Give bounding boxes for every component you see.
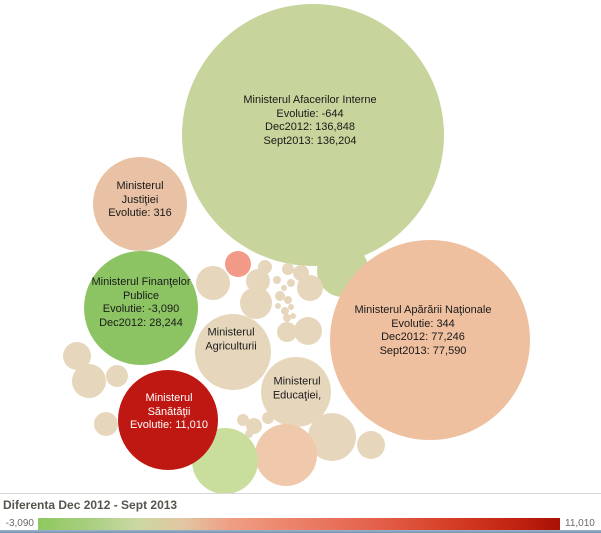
bubble-sanatatii[interactable] [118,370,218,470]
bubble-bottom-pink[interactable] [255,424,317,486]
bubble-small[interactable] [277,322,297,342]
bubble-tiny[interactable] [275,291,285,301]
bubble-tiny[interactable] [290,313,296,319]
bubble-tiny[interactable] [283,314,291,322]
bubble-tiny[interactable] [273,276,281,284]
bubble-tiny[interactable] [284,296,292,304]
bubble-label-apararii-nationale: Ministerul Apărării Naţionale Evolutie: 3… [354,304,492,357]
bubble-small[interactable] [240,287,272,319]
bubble-label-justitiei: Ministerul Justiţiei Evolutie: 316 [108,179,172,219]
bubble-label-afaceri-interne: Ministerul Afacerilor Interne Evolutie: -… [243,94,377,147]
bubble-tiny[interactable] [245,430,253,438]
bubble-label-finantelor-publice: Ministerul Finanţelor Publice Evolutie: -3… [91,276,191,329]
bubble-small[interactable] [72,364,106,398]
bubble-apararii-nationale[interactable] [330,240,530,440]
bubble-small[interactable] [94,412,118,436]
bubble-label-sanatatii: Ministerul Sănătăţii Evolutie: 11,010 [129,391,209,431]
bubble-small-salmon[interactable] [225,251,251,277]
legend-title: Diferenta Dec 2012 - Sept 2013 [3,498,178,512]
bubble-small[interactable] [106,365,128,387]
bubble-agriculturii[interactable] [195,314,271,390]
legend-min-label: -3,090 [5,518,34,529]
bubble-small[interactable] [297,275,323,301]
bubble-small[interactable] [282,263,294,275]
window-edge-strip [0,530,601,533]
bubble-small[interactable] [294,317,322,345]
legend-gradient-bar [38,518,560,531]
bubble-finantelor-publice[interactable] [84,251,198,365]
color-legend: Diferenta Dec 2012 - Sept 2013 -3,090 11… [0,493,601,533]
bubble-small[interactable] [357,431,385,459]
bubble-tiny[interactable] [281,307,289,315]
bubble-tiny[interactable] [281,285,287,291]
bubble-tiny[interactable] [287,279,295,287]
legend-max-label: 11,010 [565,518,595,529]
bubble-tiny[interactable] [288,304,294,310]
bubble-label-agriculturii: Ministerul Agriculturii [205,326,257,353]
bubble-label-educatiei: Ministerul Educaţiei, [272,375,322,402]
bubble-afaceri-interne[interactable] [182,4,444,266]
bubble-tiny[interactable] [275,303,281,309]
bubble-justitiei[interactable] [93,157,187,251]
bubble-small[interactable] [196,266,230,300]
bubble-chart: Ministerul Afacerilor Interne Evolutie: -… [63,4,530,494]
bubble-tiny[interactable] [262,412,274,424]
